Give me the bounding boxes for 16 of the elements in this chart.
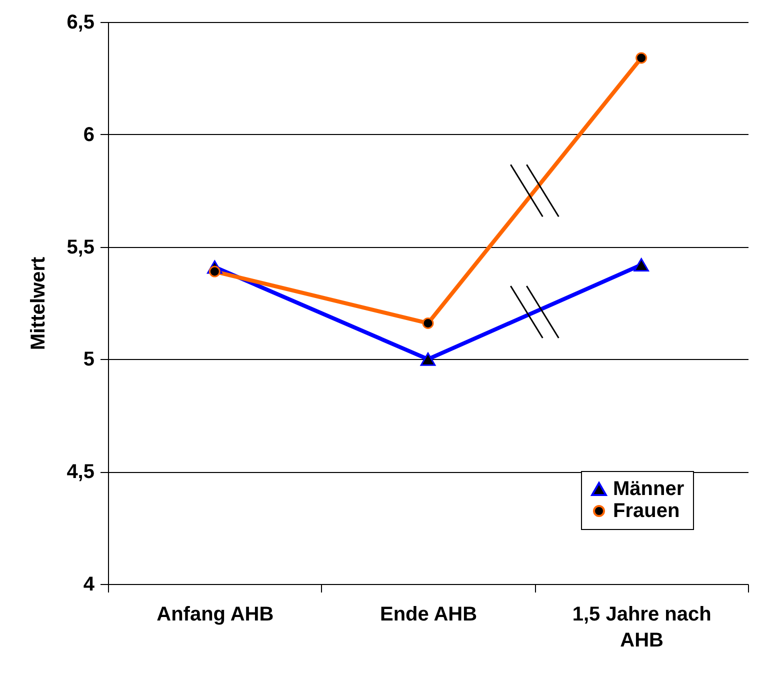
y-tick-label: 4 bbox=[83, 574, 96, 596]
x-tick-label: 1,5 Jahre nach AHB bbox=[572, 604, 712, 652]
point bbox=[422, 317, 434, 329]
y-axis-title: Mittelwert bbox=[28, 256, 50, 350]
legend-label: Frauen bbox=[613, 500, 680, 522]
y-tick-label: 4,5 bbox=[66, 461, 94, 484]
y-tick-label: 6 bbox=[83, 124, 94, 146]
y-tick-label: 5 bbox=[83, 348, 94, 371]
point bbox=[420, 352, 436, 366]
x-tick-label: Ende AHB bbox=[380, 604, 478, 626]
point bbox=[636, 52, 648, 64]
x-tick-label: Anfang AHB bbox=[156, 604, 274, 626]
y-tick-label: 5,5 bbox=[66, 236, 94, 258]
legend-label: Männer bbox=[613, 478, 684, 500]
y-tick-label: 6,5 bbox=[66, 12, 94, 34]
point bbox=[634, 258, 649, 272]
